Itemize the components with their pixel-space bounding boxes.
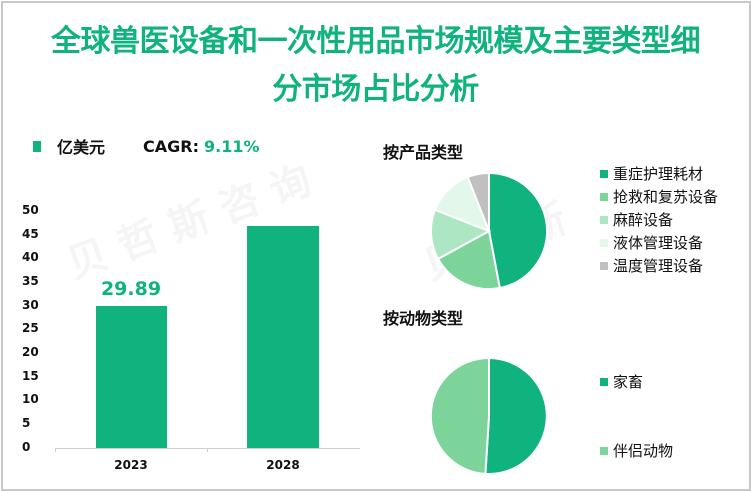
legend-item: 家畜	[600, 371, 643, 392]
y-tick: 15	[22, 369, 39, 383]
legend-swatch	[600, 261, 608, 270]
legend-swatch	[600, 377, 608, 386]
bar-legend: 亿美元 CAGR: 9.11%	[33, 134, 260, 158]
y-tick: 45	[22, 227, 39, 241]
legend-swatch	[600, 169, 608, 178]
legend-label: 重症护理耗材	[613, 165, 704, 183]
legend-swatch	[600, 238, 608, 247]
legend-label: 家畜	[613, 373, 644, 391]
x-axis-tick	[207, 448, 208, 452]
bar-2023	[96, 306, 167, 448]
bar-2028	[247, 226, 319, 448]
legend-item: 液体管理设备	[600, 232, 703, 253]
animal-type-pie	[429, 356, 548, 475]
pie-slice-resuscitation	[436, 229, 501, 291]
pie-slice-livestock	[484, 356, 548, 475]
y-tick: 35	[22, 274, 39, 288]
product-type-pie	[429, 171, 549, 291]
animal-type-title: 按动物类型	[383, 309, 464, 328]
pie-slice-companion-animals	[429, 356, 490, 475]
legend-item: 伴侣动物	[600, 440, 673, 461]
legend-swatch	[600, 215, 608, 224]
y-tick: 50	[22, 203, 39, 217]
y-tick: 25	[22, 321, 39, 335]
cagr-label: CAGR:	[143, 136, 199, 156]
legend-label: 抢救和复苏设备	[613, 188, 719, 206]
legend-label: 麻醉设备	[613, 211, 674, 229]
legend-swatch	[33, 140, 41, 152]
legend-label: 伴侣动物	[613, 442, 674, 460]
legend-label: 温度管理设备	[613, 257, 704, 275]
legend-swatch	[600, 192, 608, 201]
x-label-2028: 2028	[266, 458, 300, 472]
y-tick: 30	[22, 298, 39, 312]
y-tick: 0	[22, 440, 31, 454]
pie-slice-critical-care	[488, 171, 549, 290]
x-axis-tick	[55, 448, 56, 452]
bar-value-label-2023: 29.89	[100, 278, 162, 300]
y-tick: 20	[22, 345, 39, 359]
y-tick: 10	[22, 392, 39, 406]
legend-item: 麻醉设备	[600, 209, 673, 230]
title-line-2: 分市场占比分析	[272, 72, 479, 107]
legend-item: 抢救和复苏设备	[600, 186, 718, 207]
chart-title: 全球兽医设备和一次性用品市场规模及主要类型细 分市场占比分析	[0, 18, 751, 114]
legend-swatch	[600, 446, 608, 455]
pie-slice-temperature-management	[466, 171, 490, 232]
cagr-value: 9.11%	[204, 136, 260, 156]
legend-item: 重症护理耗材	[600, 163, 703, 184]
y-tick: 5	[22, 416, 31, 430]
legend-label: 液体管理设备	[613, 234, 704, 252]
y-tick: 40	[22, 250, 39, 264]
product-type-title: 按产品类型	[383, 143, 464, 162]
unit-label: 亿美元	[57, 138, 106, 157]
legend-item: 温度管理设备	[600, 255, 703, 276]
title-line-1: 全球兽医设备和一次性用品市场规模及主要类型细	[51, 24, 701, 59]
x-label-2023: 2023	[114, 458, 148, 472]
